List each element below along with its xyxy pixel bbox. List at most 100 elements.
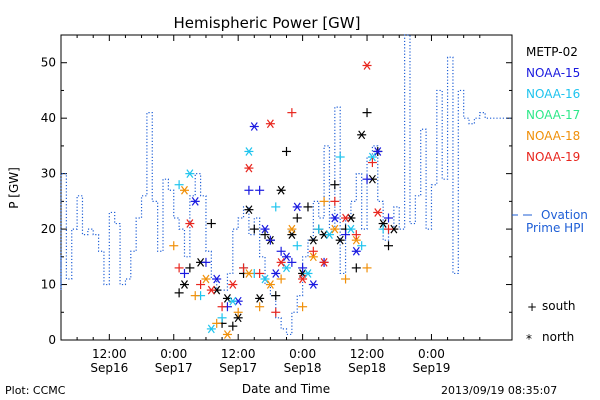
legend-entry: NOAA-18 bbox=[526, 129, 580, 143]
satellite-markers bbox=[169, 61, 399, 339]
north-marker bbox=[330, 213, 340, 223]
south-marker bbox=[255, 268, 265, 278]
north-marker bbox=[373, 147, 383, 156]
y-axis-label: P [GW] bbox=[7, 167, 21, 209]
footer-timestamp: 2013/09/19 08:35:07 bbox=[441, 384, 557, 397]
south-marker bbox=[196, 280, 206, 290]
south-marker bbox=[201, 257, 211, 267]
south-marker bbox=[249, 224, 259, 234]
north-marker bbox=[319, 258, 329, 267]
south-marker bbox=[362, 108, 372, 118]
north-marker bbox=[190, 197, 200, 206]
north-marker bbox=[367, 152, 377, 162]
north-marker bbox=[233, 313, 243, 323]
ovation-legend: Ovation Prime HPI bbox=[512, 208, 588, 235]
x-axis-ticks: 12:00Sep160:00Sep1712:00Sep170:00Sep1812… bbox=[60, 35, 513, 375]
south-marker bbox=[217, 302, 227, 312]
south-marker bbox=[367, 158, 377, 168]
south-marker bbox=[228, 321, 238, 331]
south-marker bbox=[271, 202, 281, 212]
ovation-legend-label-2: Prime HPI bbox=[526, 221, 584, 235]
x-axis-label: Date and Time bbox=[242, 382, 330, 396]
south-marker bbox=[179, 268, 189, 278]
north-marker bbox=[351, 235, 361, 245]
south-marker bbox=[330, 196, 340, 206]
south-marker bbox=[174, 288, 184, 298]
ovation-series bbox=[60, 34, 512, 336]
y-tick-label: 10 bbox=[41, 278, 56, 292]
x-tick-date: Sep18 bbox=[348, 361, 386, 375]
north-marker bbox=[303, 269, 313, 278]
plot-frame bbox=[60, 34, 513, 341]
marker-legend-south-label: south bbox=[542, 299, 576, 313]
ovation-legend-label-1: Ovation bbox=[541, 208, 588, 222]
north-marker bbox=[228, 296, 238, 306]
x-tick-time: 0:00 bbox=[160, 347, 187, 361]
south-marker bbox=[357, 241, 367, 251]
x-tick-time: 0:00 bbox=[289, 347, 316, 361]
north-marker bbox=[308, 235, 318, 245]
marker-legend-south-symbol: + bbox=[527, 300, 537, 314]
south-marker bbox=[341, 230, 351, 240]
north-marker bbox=[373, 208, 383, 217]
north-marker bbox=[324, 230, 334, 239]
x-tick-date: Sep19 bbox=[413, 361, 451, 375]
south-marker bbox=[282, 146, 291, 156]
south-marker bbox=[298, 302, 308, 312]
south-marker bbox=[319, 196, 329, 206]
marker-legend-north-symbol: * bbox=[526, 332, 532, 346]
legend-entry: NOAA-16 bbox=[526, 87, 580, 101]
south-marker bbox=[351, 230, 361, 240]
north-marker bbox=[244, 147, 254, 156]
y-axis-ticks: 0 10 20 30 40 50 bbox=[41, 56, 512, 347]
x-tick-date: Sep16 bbox=[90, 361, 128, 375]
x-tick-time: 12:00 bbox=[350, 347, 385, 361]
south-marker bbox=[260, 230, 270, 240]
south-marker bbox=[384, 213, 394, 223]
x-tick-time: 12:00 bbox=[92, 347, 127, 361]
north-marker bbox=[308, 252, 318, 262]
south-marker bbox=[174, 180, 184, 190]
footer-credit: Plot: CCMC bbox=[5, 384, 66, 397]
y-tick-label: 0 bbox=[48, 333, 56, 347]
north-marker bbox=[346, 224, 356, 234]
south-marker bbox=[362, 263, 372, 273]
south-marker bbox=[233, 307, 243, 317]
south-marker bbox=[292, 241, 302, 251]
south-marker bbox=[330, 180, 340, 190]
south-marker bbox=[174, 263, 184, 273]
north-marker bbox=[276, 258, 286, 267]
north-marker bbox=[357, 130, 367, 140]
south-marker bbox=[276, 274, 286, 284]
ovation-step-line bbox=[60, 34, 512, 336]
north-marker bbox=[276, 185, 286, 195]
north-marker bbox=[292, 202, 302, 212]
south-marker bbox=[265, 235, 275, 245]
south-marker bbox=[255, 302, 265, 312]
north-marker bbox=[222, 330, 232, 339]
x-tick-time: 0:00 bbox=[418, 347, 445, 361]
north-marker bbox=[362, 61, 372, 70]
x-tick-time: 12:00 bbox=[221, 347, 256, 361]
south-marker bbox=[271, 291, 281, 301]
north-marker bbox=[287, 230, 297, 239]
north-marker bbox=[185, 219, 195, 228]
south-marker bbox=[212, 318, 222, 328]
marker-legend: + south * north bbox=[526, 299, 576, 346]
north-marker bbox=[179, 280, 189, 289]
south-marker bbox=[169, 241, 179, 251]
south-marker bbox=[335, 152, 345, 162]
north-marker bbox=[206, 285, 216, 295]
south-marker bbox=[217, 313, 227, 323]
north-marker bbox=[179, 185, 189, 195]
north-marker bbox=[260, 224, 270, 234]
north-marker bbox=[201, 274, 211, 284]
north-marker bbox=[206, 324, 216, 334]
north-marker bbox=[351, 246, 361, 256]
north-marker bbox=[378, 219, 388, 228]
x-tick-date: Sep17 bbox=[155, 361, 193, 375]
south-marker bbox=[292, 213, 302, 223]
north-marker bbox=[308, 280, 318, 289]
north-marker bbox=[249, 122, 259, 131]
